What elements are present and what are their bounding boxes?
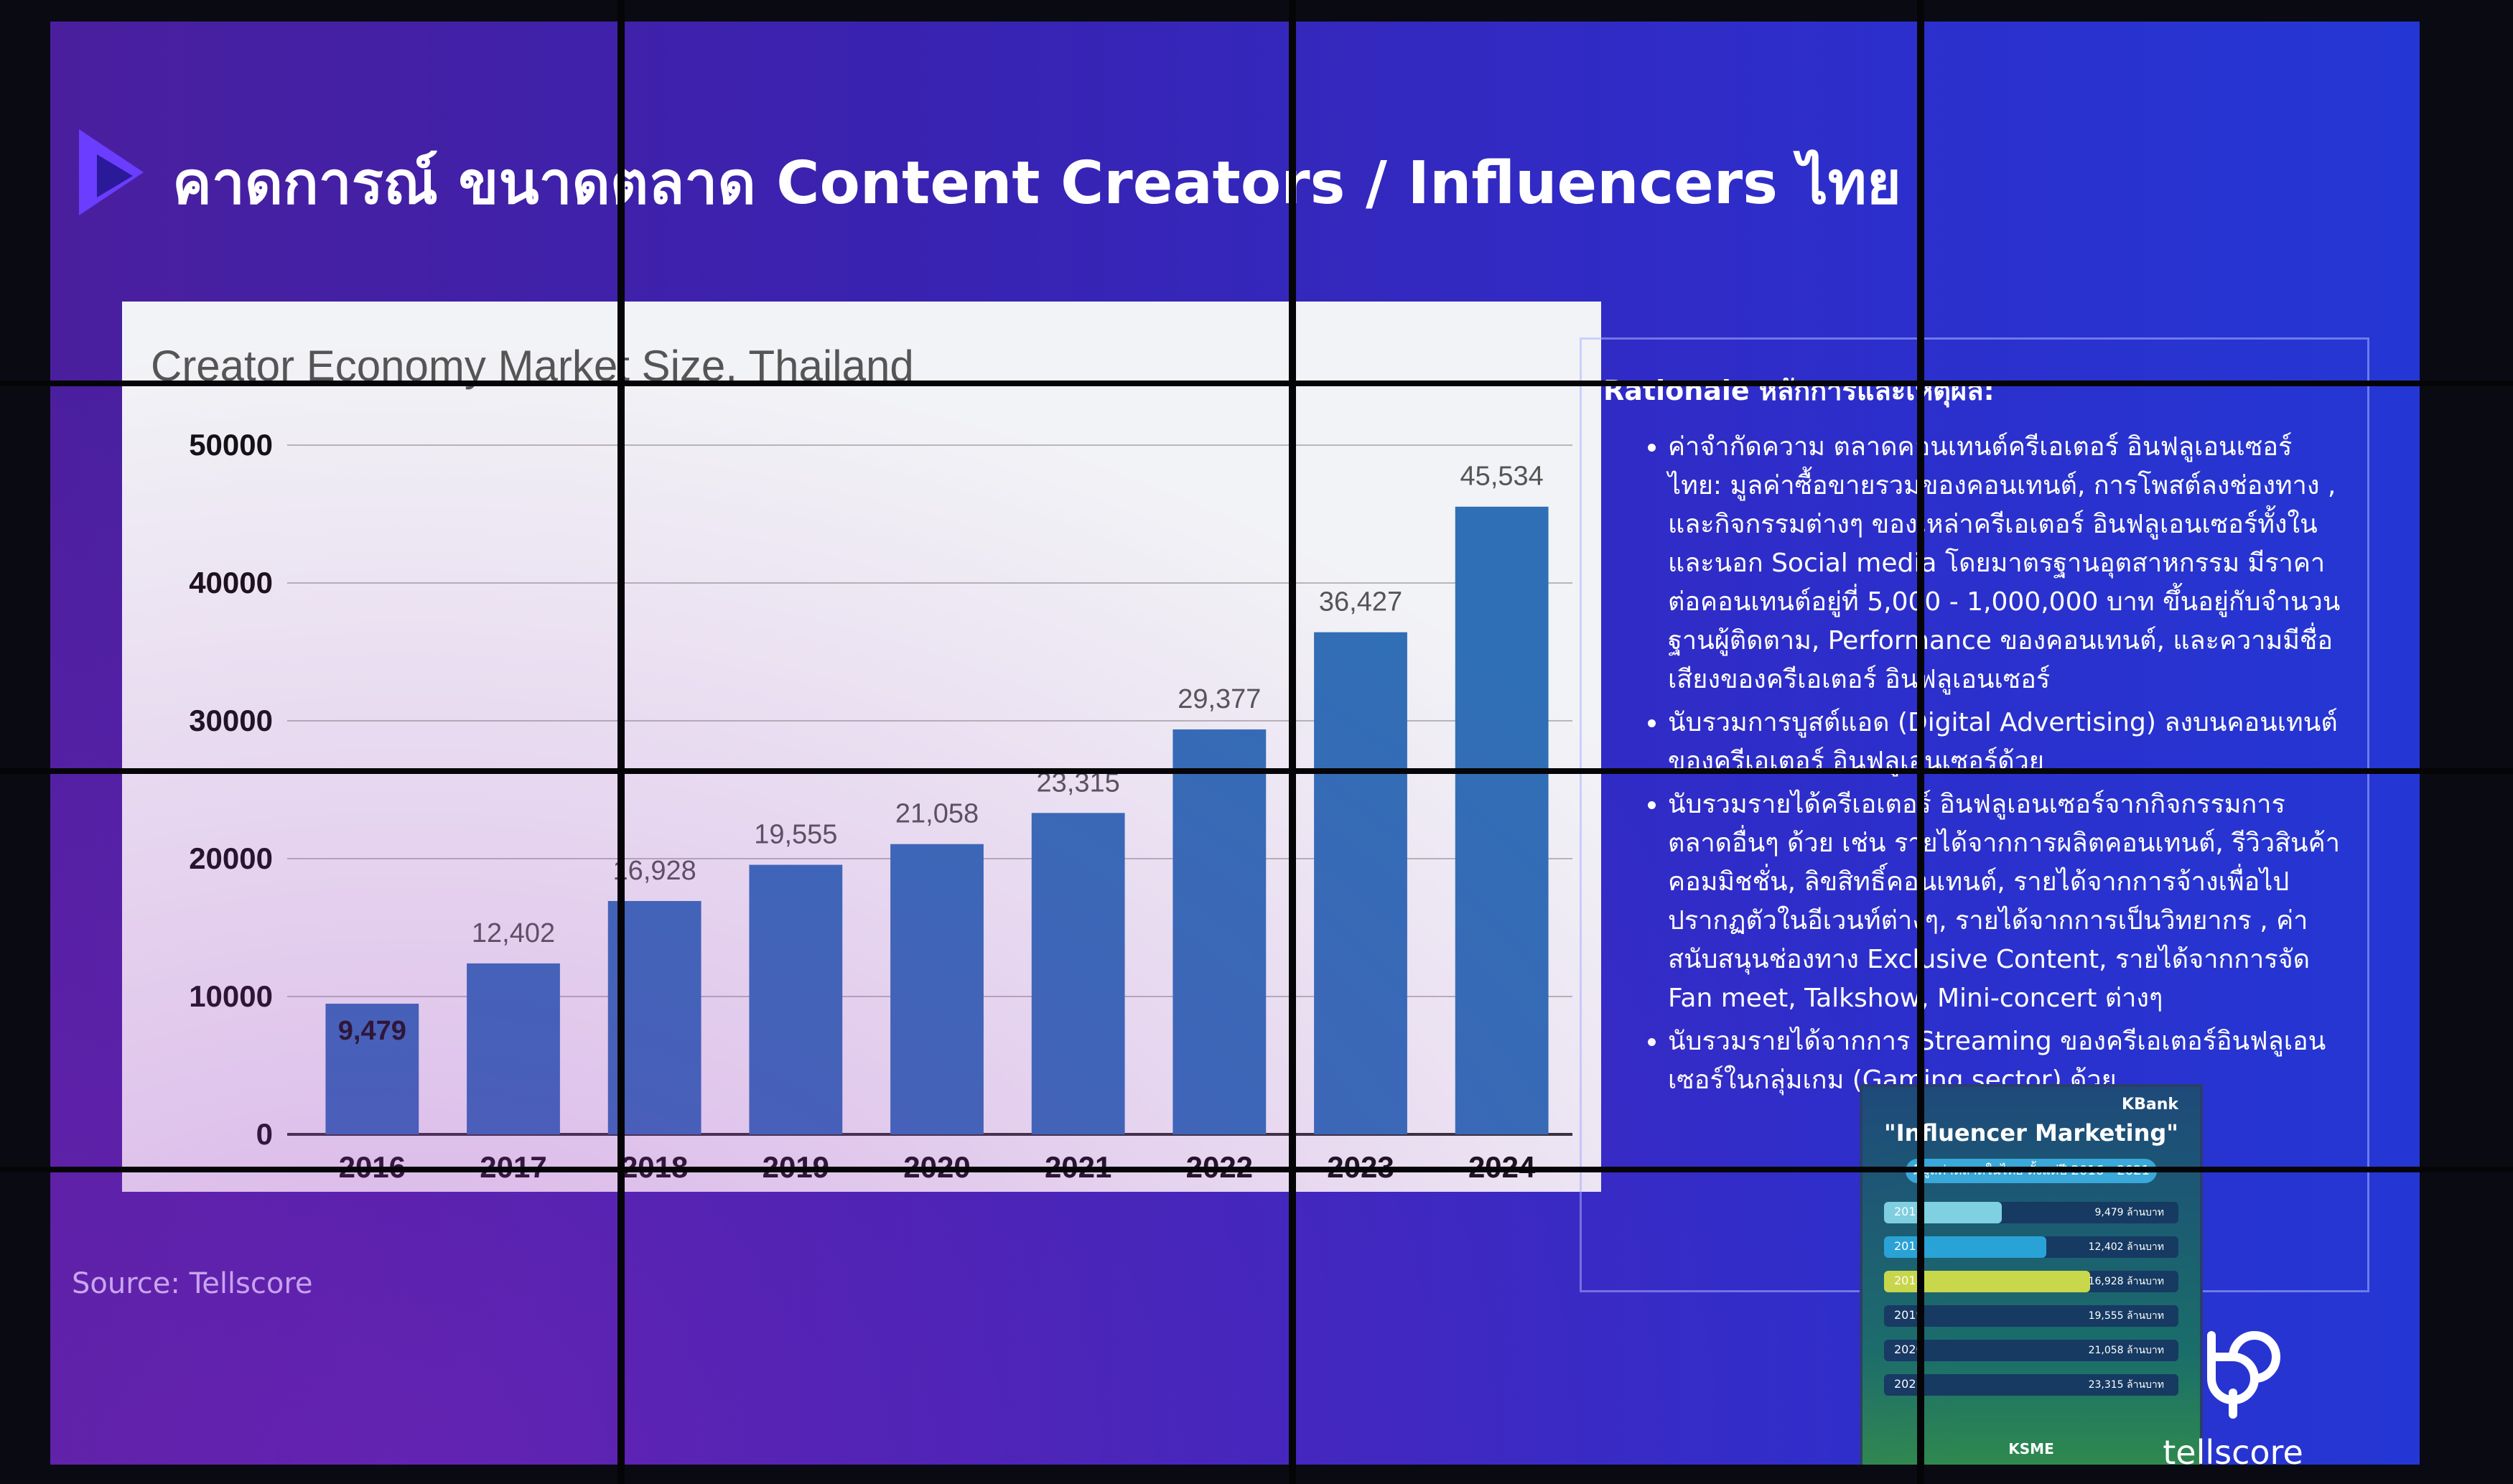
bezel-horizontal [0, 381, 2513, 386]
rationale-bullet: ค่าจำกัดความ ตลาดคอนเทนต์ครีเอเตอร์ อินฟ… [1668, 428, 2346, 699]
y-tick-label: 10000 [189, 979, 273, 1013]
bezel-horizontal [0, 1167, 2513, 1172]
y-tick-label: 20000 [189, 841, 273, 875]
tellscore-mark-icon [2207, 1331, 2280, 1419]
thumbnail-row: 2021 23,315 ล้านบาท [1884, 1374, 2178, 1396]
data-label: 12,402 [472, 918, 555, 948]
logo-mark-icon [79, 129, 144, 215]
slide-screen: คาดการณ์ ขนาดตลาด Content Creators / Inf… [50, 22, 2420, 1465]
thumbnail-year: 2016 [1894, 1205, 1924, 1218]
thumbnail-brand: KBank [2122, 1096, 2178, 1114]
thumbnail-footer: KSME [2008, 1440, 2054, 1457]
thumbnail-year: 2017 [1894, 1239, 1924, 1253]
thumbnail-row: 2018 16,928 ล้านบาท [1884, 1271, 2178, 1292]
thumbnail-year: 2021 [1894, 1377, 1924, 1391]
bar-2017 [467, 963, 560, 1134]
bar-2016 [325, 1004, 419, 1134]
thumbnail-value: 19,555 ล้านบาท [2088, 1310, 2164, 1322]
slide-title: คาดการณ์ ขนาดตลาด Content Creators / Inf… [172, 149, 1901, 218]
y-tick-label: 40000 [189, 566, 273, 599]
thumbnail-value: 23,315 ล้านบาท [2088, 1379, 2164, 1391]
bar-2021 [1031, 813, 1125, 1134]
brand-name: tellscore [2163, 1433, 2303, 1465]
rationale-heading: Rationale หลักการและเหตุผล: [1603, 375, 1995, 406]
bezel-vertical [617, 0, 625, 1484]
thumbnail-year: 2018 [1894, 1274, 1924, 1287]
thumbnail-year: 2019 [1894, 1308, 1924, 1322]
y-tick-label: 50000 [189, 428, 273, 462]
thumbnail-row: 2019 19,555 ล้านบาท [1884, 1305, 2178, 1327]
thumbnail-value: 16,928 ล้านบาท [2088, 1276, 2164, 1287]
rationale-list: ค่าจำกัดความ ตลาดคอนเทนต์ครีเอเตอร์ อินฟ… [1603, 428, 2346, 1100]
bezel-vertical [1289, 0, 1296, 1484]
data-label: 29,377 [1178, 684, 1261, 714]
bar-2024 [1455, 506, 1549, 1134]
bezel-horizontal [0, 768, 2513, 774]
thumbnail-value: 9,479 ล้านบาท [2094, 1207, 2164, 1218]
tellscore-logo: tellscore [2154, 1328, 2312, 1465]
data-label: 45,534 [1460, 462, 1544, 492]
thumbnail-value: 21,058 ล้านบาท [2088, 1345, 2164, 1356]
thumbnail-title: "Influencer Marketing" [1884, 1119, 2178, 1147]
bar-2019 [749, 864, 843, 1134]
bar-2023 [1314, 632, 1407, 1134]
data-label: 21,058 [895, 799, 979, 829]
thumbnail-bar [1884, 1236, 2046, 1258]
thumbnail-row: 2016 9,479 ล้านบาท [1884, 1202, 2178, 1223]
bar-chart: Creator Economy Market Size, Thailand 01… [151, 342, 1572, 1184]
thumbnail-year: 2020 [1894, 1343, 1924, 1356]
rationale-panel: Rationale หลักการและเหตุผล: ค่าจำกัดความ… [1580, 337, 2369, 1292]
source-note: Source: Tellscore [72, 1267, 313, 1300]
thumbnail-bar [1884, 1202, 2002, 1223]
data-label: 19,555 [754, 820, 837, 850]
data-label: 9,479 [338, 1016, 406, 1046]
data-label: 36,427 [1319, 587, 1402, 617]
y-tick-label: 30000 [189, 704, 273, 737]
thumbnail-value: 12,402 ล้านบาท [2088, 1241, 2164, 1253]
y-tick-label: 0 [256, 1117, 273, 1151]
thumbnail-row: 2020 21,058 ล้านบาท [1884, 1340, 2178, 1361]
kbank-infographic-thumbnail: KBank "Influencer Marketing" มีมูลค่าตลา… [1860, 1084, 2203, 1465]
bezel-vertical [1917, 0, 1924, 1484]
thumbnail-row: 2017 12,402 ล้านบาท [1884, 1236, 2178, 1258]
data-label: 16,928 [613, 856, 696, 886]
bar-2020 [890, 844, 984, 1134]
bar-2022 [1172, 729, 1267, 1134]
rationale-bullet: นับรวมรายได้ครีเอเตอร์ อินฟลูเอนเซอร์จาก… [1668, 785, 2346, 1018]
